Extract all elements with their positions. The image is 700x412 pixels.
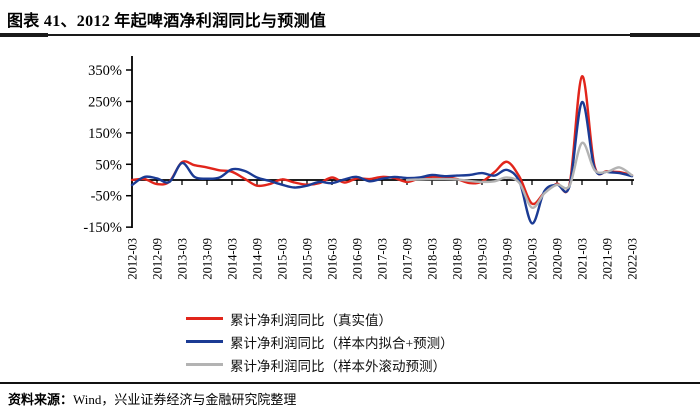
x-axis-label: 2012-03 <box>126 238 140 280</box>
legend-item-outsample-forecast: 累计净利润同比（样本外滚动预测） <box>186 355 454 374</box>
legend-line-swatch-blue <box>186 340 223 343</box>
title-separator <box>0 33 700 37</box>
legend-label: 累计净利润同比（真实值） <box>230 312 392 328</box>
legend-item-actual: 累计净利润同比（真实值） <box>186 309 454 328</box>
y-axis-label: 250% <box>88 94 122 110</box>
x-axis-label: 2012-09 <box>151 238 165 280</box>
x-axis-label: 2015-09 <box>301 238 315 280</box>
x-axis-label: 2014-03 <box>226 238 240 280</box>
source-label: 资料来源： <box>8 392 74 407</box>
x-axis-label: 2018-09 <box>451 238 465 280</box>
legend-label: 累计净利润同比（样本外滚动预测） <box>230 358 446 374</box>
series-line-insample-forecast <box>130 100 634 225</box>
x-axis-label: 2020-09 <box>551 238 565 280</box>
source-text: Wind，兴业证券经济与金融研究院整理 <box>73 392 297 407</box>
series-line-outsample-forecast <box>405 141 634 209</box>
x-axis-label: 2017-09 <box>401 238 415 280</box>
legend-label: 累计净利润同比（样本内拟合+预测） <box>230 335 454 351</box>
x-axis-label: 2016-09 <box>351 238 365 280</box>
x-axis-label: 2017-03 <box>376 238 390 280</box>
y-axis-label: 50% <box>95 157 122 173</box>
x-axis-label: 2021-09 <box>601 238 615 280</box>
figure-title: 图表 41、2012 年起啤酒净利润同比与预测值 <box>7 13 327 30</box>
legend-line-swatch-gray <box>186 363 223 366</box>
x-axis-label: 2015-03 <box>276 238 290 280</box>
x-axis-label: 2021-03 <box>576 238 590 280</box>
y-axis-label: -50% <box>91 189 122 205</box>
separator-thick-right <box>630 33 700 37</box>
x-axis-label: 2014-09 <box>251 238 265 280</box>
x-axis-label: 2019-09 <box>501 238 515 280</box>
legend-line-swatch-red <box>186 317 223 320</box>
y-axis-label: 350% <box>88 63 122 79</box>
x-axis-label: 2020-03 <box>526 238 540 280</box>
line-chart: 350% 250% 150% 50% -50% -150% 2012-03 2012-09 20… <box>83 56 640 280</box>
y-axis-label: 150% <box>88 126 122 142</box>
x-axis-label: 2022-03 <box>626 238 640 280</box>
x-axis-label: 2013-09 <box>201 238 215 280</box>
x-axis-label: 2013-03 <box>176 238 190 280</box>
x-axis-label: 2019-03 <box>476 238 490 280</box>
footer-separator <box>0 382 700 384</box>
y-axis-label: -150% <box>83 220 122 236</box>
x-axis-label: 2016-03 <box>326 238 340 280</box>
separator-thin-line <box>0 34 700 36</box>
data-source: 资料来源：Wind，兴业证券经济与金融研究院整理 <box>8 389 296 408</box>
x-axis-label: 2018-03 <box>426 238 440 280</box>
chart-legend: 累计净利润同比（真实值） 累计净利润同比（样本内拟合+预测） 累计净利润同比（样… <box>186 309 454 374</box>
separator-thick-left <box>0 33 48 37</box>
legend-item-insample-forecast: 累计净利润同比（样本内拟合+预测） <box>186 332 454 351</box>
